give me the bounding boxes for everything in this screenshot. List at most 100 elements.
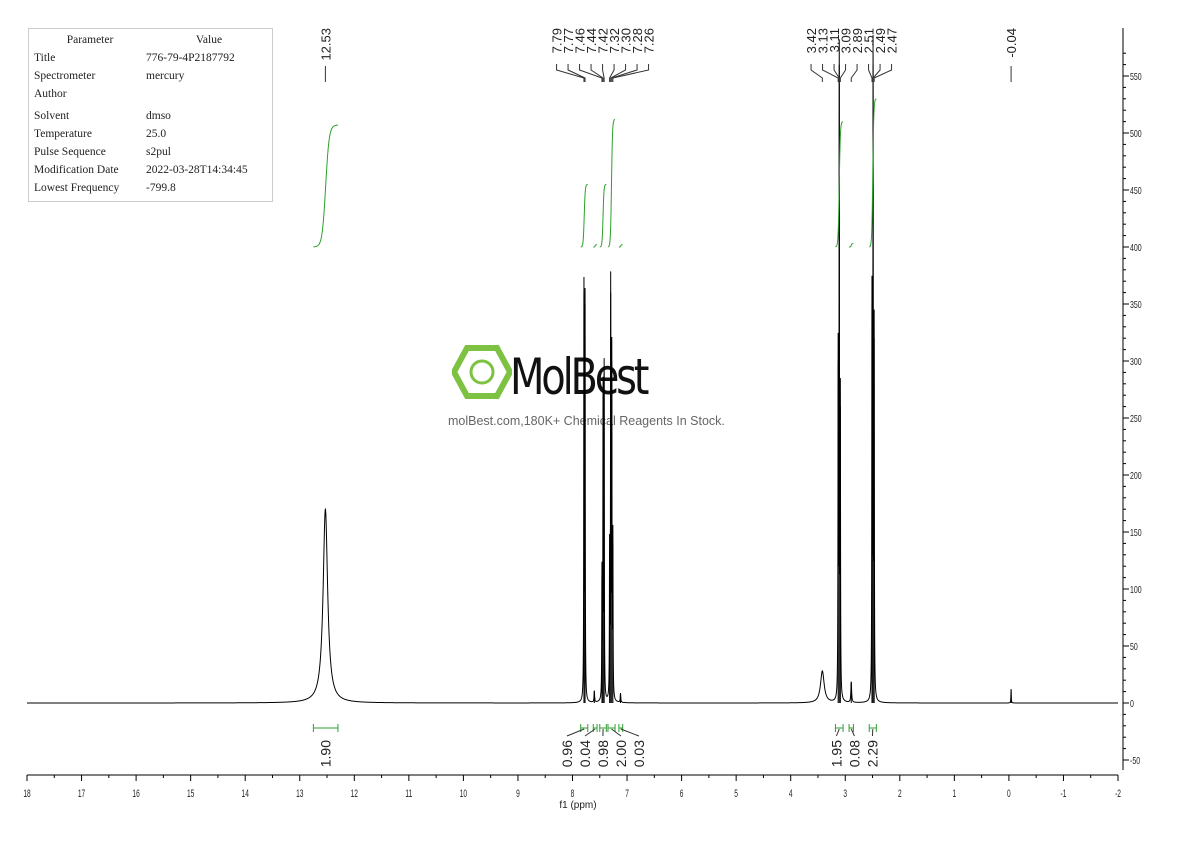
parameter-value: 776-79-4P2187792 xyxy=(146,52,235,64)
integral-curve xyxy=(593,244,598,248)
y-tick-label: 450 xyxy=(1130,185,1142,197)
integral-label-leader xyxy=(620,728,640,737)
integral-curve xyxy=(607,118,616,248)
parameter-value: 25.0 xyxy=(146,128,167,140)
spectrum-line xyxy=(27,35,1118,704)
y-tick-label: 300 xyxy=(1130,356,1142,368)
x-axis-label: f1 (ppm) xyxy=(559,800,596,811)
peak-label: 3.11 xyxy=(827,28,842,52)
peak-label: 7.77 xyxy=(561,28,576,53)
peak-label-leader xyxy=(873,64,893,82)
peak-label: 2.51 xyxy=(862,28,877,53)
parameter-name: Pulse Sequence xyxy=(34,146,106,158)
y-tick-label: 200 xyxy=(1130,470,1142,482)
integral-curve xyxy=(599,183,607,248)
integral-curve xyxy=(313,124,338,248)
x-tick-label: 1 xyxy=(953,787,957,799)
parameter-value: 2022-03-28T14:34:45 xyxy=(146,164,248,176)
parameter-row: Modification Date 2022-03-28T14:34:45 xyxy=(29,161,272,179)
y-tick-label: 100 xyxy=(1130,584,1142,596)
peak-label-leader xyxy=(822,64,839,82)
peak-label: 3.13 xyxy=(816,28,831,53)
header-parameter: Parameter xyxy=(66,34,114,46)
x-tick-label: 3 xyxy=(843,787,847,799)
y-tick-label: 0 xyxy=(1130,698,1134,710)
peak-label: 7.46 xyxy=(573,28,588,53)
peak-label: 7.32 xyxy=(607,28,622,53)
peak-label-leader xyxy=(833,64,840,82)
y-tick-label: 400 xyxy=(1130,242,1142,254)
integral-label: 2.29 xyxy=(864,740,880,767)
y-tick-label: 250 xyxy=(1130,413,1142,425)
x-tick-label: 10 xyxy=(460,787,467,799)
peak-label: 2.89 xyxy=(850,28,865,53)
parameter-value: s2pul xyxy=(146,146,171,158)
x-tick-label: 14 xyxy=(242,787,249,799)
integral-label: 0.96 xyxy=(559,740,575,767)
peak-label-leader xyxy=(612,64,650,82)
peak-label: 7.26 xyxy=(642,28,657,53)
peak-label: 12.53 xyxy=(318,28,333,61)
x-tick-label: 13 xyxy=(296,787,303,799)
integral-curve xyxy=(849,243,854,248)
x-tick-label: 5 xyxy=(734,787,738,799)
y-tick-label: 150 xyxy=(1130,527,1142,539)
peak-label-leader xyxy=(579,64,603,82)
parameter-value: -799.8 xyxy=(146,182,176,194)
integral-label: 0.08 xyxy=(846,740,862,767)
integral-label: 1.90 xyxy=(318,740,334,767)
peak-label: 7.44 xyxy=(584,28,599,53)
x-tick-label: 2 xyxy=(898,787,902,799)
peak-label-leader xyxy=(602,64,605,82)
parameter-name: Temperature xyxy=(34,128,92,140)
integral-curve xyxy=(835,121,844,248)
parameter-row: Pulse Sequence s2pul xyxy=(29,143,272,161)
watermark-tagline: molBest.com,180K+ Chemical Reagents In S… xyxy=(448,414,725,428)
parameter-row: Spectrometer mercury xyxy=(29,67,272,85)
x-tick-label: 7 xyxy=(625,787,629,799)
parameter-row: Temperature 25.0 xyxy=(29,125,272,143)
parameter-name: Title xyxy=(34,52,56,64)
peak-label-leader xyxy=(872,64,881,82)
peak-label-leader xyxy=(839,64,847,82)
parameter-name: Modification Date xyxy=(34,164,119,176)
y-tick-label: 50 xyxy=(1130,641,1138,653)
x-tick-label: -1 xyxy=(1061,787,1067,799)
x-tick-label: 0 xyxy=(1007,787,1011,799)
peak-label-leader xyxy=(590,64,604,82)
parameter-row: Lowest Frequency -799.8 xyxy=(29,179,272,197)
parameter-row: Author xyxy=(29,85,272,103)
x-tick-label: 17 xyxy=(78,787,85,799)
peak-label-leader xyxy=(611,64,638,82)
peak-label-leader xyxy=(868,64,873,82)
hexagon-logo-icon xyxy=(452,345,512,399)
peak-label-leader xyxy=(810,64,823,82)
x-tick-label: 18 xyxy=(23,787,30,799)
peak-label: 2.49 xyxy=(873,28,888,53)
peak-label: 3.09 xyxy=(839,28,854,53)
peak-label: 3.42 xyxy=(804,28,819,53)
peak-label: 2.47 xyxy=(885,28,900,53)
integral-label: 1.95 xyxy=(828,740,844,767)
peak-label-leader xyxy=(850,64,858,82)
parameter-name: Lowest Frequency xyxy=(34,182,120,194)
integral-curve xyxy=(869,98,877,248)
x-tick-label: 15 xyxy=(187,787,194,799)
integral-label: 0.04 xyxy=(577,740,593,767)
integral-curve xyxy=(580,183,588,248)
integral-label: 0.03 xyxy=(631,740,647,767)
parameter-name: Author xyxy=(34,88,67,100)
x-tick-label: 8 xyxy=(571,787,575,799)
peak-label: 7.30 xyxy=(619,28,634,53)
parameter-row: Title 776-79-4P2187792 xyxy=(29,49,272,67)
parameter-value: mercury xyxy=(146,70,185,82)
parameter-value: dmso xyxy=(146,110,171,122)
integral-label-leader xyxy=(566,728,585,737)
integral-label-leader xyxy=(584,728,596,737)
x-tick-label: 16 xyxy=(132,787,139,799)
peak-label-leader xyxy=(610,64,627,82)
integral-curve xyxy=(618,244,623,248)
peak-label-leader xyxy=(567,64,586,82)
y-tick-label: -50 xyxy=(1130,755,1140,767)
